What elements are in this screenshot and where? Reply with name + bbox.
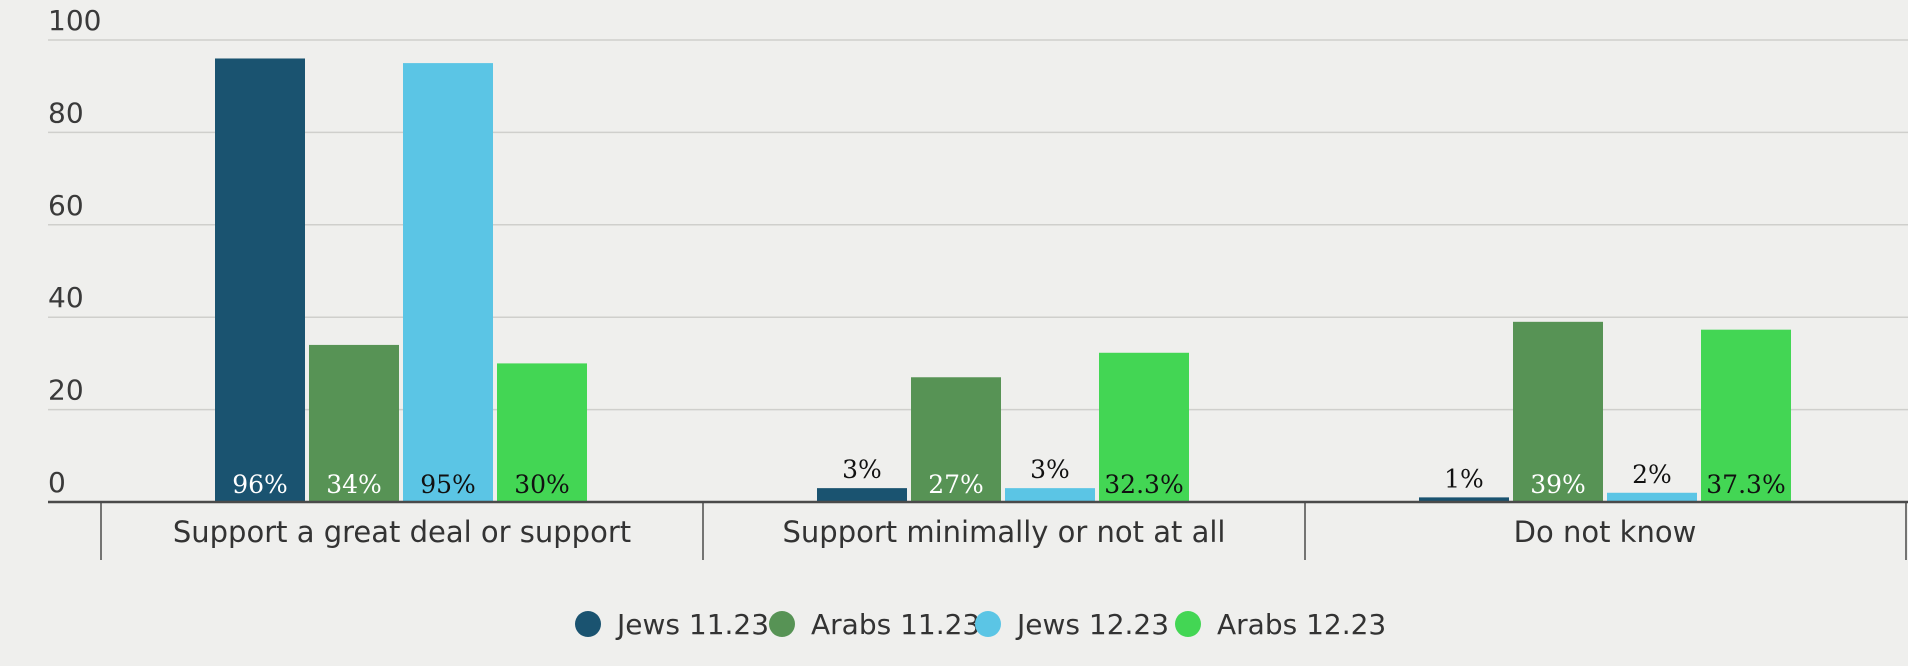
- y-tick-label: 80: [48, 96, 84, 129]
- x-category-label: Support minimally or not at all: [783, 515, 1226, 549]
- data-label: 3%: [842, 455, 882, 484]
- y-tick-label: 20: [48, 374, 84, 407]
- y-tick-label: 0: [48, 466, 66, 499]
- bar: [1099, 352, 1189, 502]
- legend-marker: [769, 611, 795, 637]
- legend-label: Jews 11.23: [615, 608, 769, 641]
- legend: Jews 11.23 Arabs 11.23 Jews 12.23 Arabs 12.…: [575, 608, 1386, 641]
- bar: [1701, 329, 1791, 502]
- data-label: 32.3%: [1104, 470, 1183, 499]
- x-axis: [48, 500, 1908, 560]
- legend-label: Arabs 11.23: [811, 608, 980, 641]
- bar: [817, 488, 907, 502]
- bar: [1513, 321, 1603, 502]
- bar: [1607, 492, 1697, 502]
- data-label: 95%: [420, 470, 476, 499]
- legend-label: Jews 12.23: [1015, 608, 1169, 641]
- data-label: 34%: [326, 470, 382, 499]
- bar: [403, 63, 493, 502]
- legend-item[interactable]: Jews 11.23: [575, 608, 769, 641]
- bar: [215, 58, 305, 502]
- bar: [309, 344, 399, 502]
- legend-item[interactable]: Jews 12.23: [975, 608, 1169, 641]
- data-label: 96%: [232, 470, 288, 499]
- data-label: 1%: [1444, 464, 1484, 493]
- bar: [1005, 488, 1095, 502]
- y-tick-label: 100: [48, 4, 101, 37]
- legend-label: Arabs 12.23: [1217, 608, 1386, 641]
- legend-item[interactable]: Arabs 12.23: [1175, 608, 1386, 641]
- data-label: 37.3%: [1706, 470, 1785, 499]
- legend-marker: [575, 611, 601, 637]
- y-tick-label: 60: [48, 189, 84, 222]
- data-label: 2%: [1632, 460, 1672, 489]
- bar: [1419, 497, 1509, 502]
- data-label: 39%: [1530, 470, 1586, 499]
- data-labels: 96% 3% 1% 34% 27% 39% 95% 3% 2% 30% 32.3% 37.3%: [232, 455, 1786, 499]
- legend-marker: [975, 611, 1001, 637]
- data-label: 3%: [1030, 455, 1070, 484]
- data-label: 27%: [928, 470, 984, 499]
- x-category-label: Do not know: [1514, 515, 1697, 549]
- y-tick-label: 40: [48, 281, 84, 314]
- legend-marker: [1175, 611, 1201, 637]
- legend-item[interactable]: Arabs 11.23: [769, 608, 980, 641]
- bars: [215, 58, 1791, 502]
- bar: [497, 363, 587, 502]
- data-label: 30%: [514, 470, 570, 499]
- y-axis-ticks: 0 20 40 60 80 100: [48, 4, 101, 499]
- bar: [911, 377, 1001, 502]
- x-category-label: Support a great deal or support: [173, 515, 631, 549]
- x-axis-categories: Support a great deal or support Support m…: [173, 515, 1696, 549]
